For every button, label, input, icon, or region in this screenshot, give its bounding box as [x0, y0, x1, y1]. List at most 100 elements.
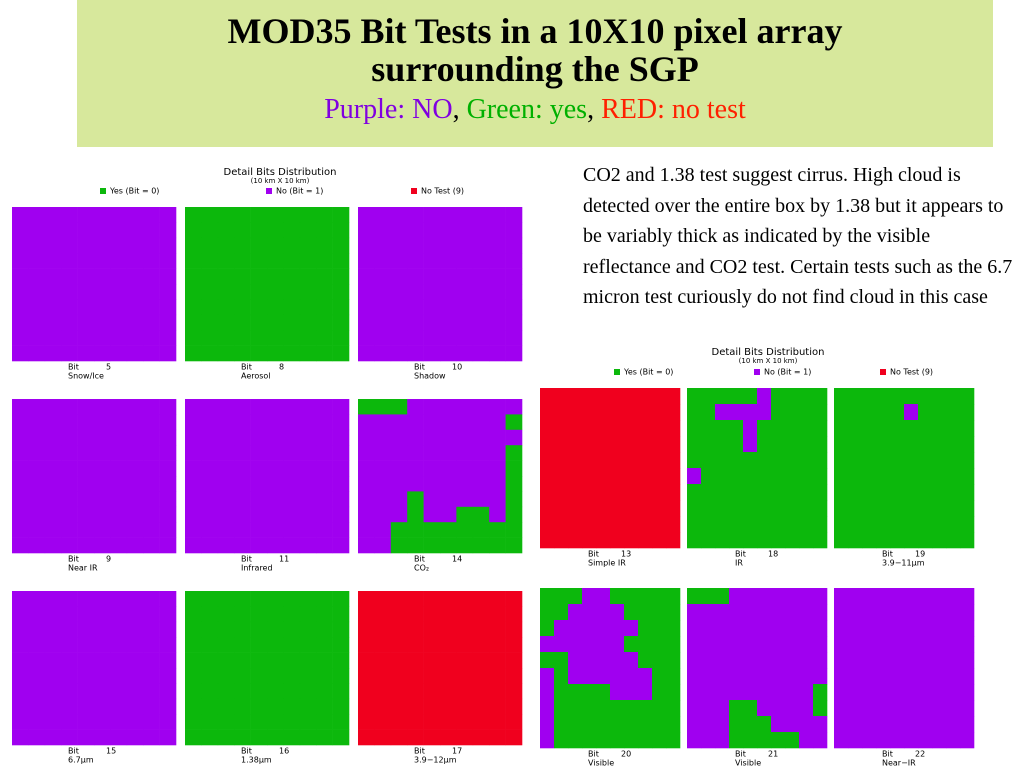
pixel-cell [729, 532, 744, 549]
bit-number: 11 [279, 555, 289, 564]
pixel-cell [358, 429, 375, 446]
pixel-cell [110, 698, 128, 715]
pixel-cell [423, 268, 441, 285]
pixel-cell [624, 484, 639, 501]
pixel-cell [743, 636, 758, 653]
pixel-cell [743, 668, 758, 685]
pixel-cell [234, 491, 251, 508]
pixel-cell [358, 652, 375, 669]
pixel-cell [126, 445, 144, 461]
pixel-cell [283, 460, 301, 477]
pixel-cell [358, 506, 375, 523]
pixel-cell [110, 714, 128, 730]
pixel-cell [799, 652, 814, 669]
pixel-cell [876, 588, 891, 605]
pixel-cell [267, 345, 284, 362]
pixel-cell [743, 604, 758, 621]
pixel-cell [332, 537, 350, 554]
pixel-cell [407, 314, 424, 331]
pixel-cell [729, 452, 744, 469]
pixel-cell [159, 314, 177, 331]
pixel-cell [505, 414, 523, 431]
pixel-cell [316, 207, 333, 223]
pixel-cell [946, 700, 961, 717]
pixel-cell [715, 684, 730, 701]
pixel-cell [201, 330, 219, 346]
pixel-cell [554, 436, 569, 453]
pixel-cell [876, 468, 891, 485]
pixel-cell [505, 345, 523, 362]
pixel-cell [390, 698, 408, 715]
pixel-cell [159, 606, 177, 623]
pixel-cell [77, 284, 95, 300]
pixel-cell [234, 237, 251, 254]
pixel-cell [407, 253, 424, 269]
pixel-cell [61, 506, 78, 523]
pixel-cell [332, 698, 350, 715]
pixel-cell [143, 506, 160, 523]
pixel-cell [267, 491, 284, 508]
pixel-cell [185, 237, 202, 254]
pixel-cell [28, 268, 46, 285]
pixel-cell [890, 732, 905, 749]
pixel-cell [946, 404, 961, 421]
pixel-cell [946, 732, 961, 749]
pixel-cell [582, 500, 597, 517]
pixel-cell [143, 268, 160, 285]
pixel-cell [624, 436, 639, 453]
pixel-cell [666, 532, 681, 549]
pixel-cell [390, 522, 408, 538]
pixel-cell [540, 684, 555, 701]
pixel-cell [743, 588, 758, 605]
pixel-cell [687, 388, 702, 405]
pixel-cell [960, 636, 975, 653]
pixel-cell [423, 284, 441, 300]
pixel-cell [472, 729, 490, 746]
bit-label: Bit [241, 555, 252, 564]
pixel-cell [407, 330, 424, 346]
legend-swatch [880, 369, 886, 375]
pixel-cell [126, 652, 144, 669]
pixel-cell [904, 732, 919, 749]
pixel-cell [28, 445, 46, 461]
pixel-cell [582, 588, 597, 605]
pixel-cell [610, 716, 625, 733]
pixel-cell [185, 268, 202, 285]
pixel-cell [423, 429, 441, 446]
pixel-cell [143, 729, 160, 746]
pixel-cell [715, 516, 730, 533]
pixel-cell [505, 621, 523, 638]
pixel-cell [61, 652, 78, 669]
bit-name: 1.38μm [241, 756, 272, 765]
pixel-cell [332, 652, 350, 669]
pixel-cell [234, 414, 251, 431]
pixel-cell [143, 460, 160, 477]
pixel-cell [185, 414, 202, 431]
pixel-cell [28, 237, 46, 254]
pixel-cell [126, 476, 144, 492]
pixel-cell [624, 700, 639, 717]
bit-number: 21 [768, 750, 778, 759]
pixel-cell [568, 436, 583, 453]
pixel-cell [785, 716, 800, 733]
pixel-cell [456, 476, 474, 492]
pixel-cell [44, 729, 62, 746]
pixel-cell [932, 388, 947, 405]
pixel-cell [110, 522, 128, 538]
pixel-cell [568, 532, 583, 549]
pixel-cell [862, 668, 877, 685]
pixel-cell [834, 484, 849, 501]
pixel-cell [743, 516, 758, 533]
bit-name: 6.7μm [68, 756, 94, 765]
pixel-cell [299, 299, 317, 316]
pixel-cell [423, 652, 441, 669]
pixel-cell [582, 732, 597, 749]
bit-label: Bit [882, 750, 893, 759]
pixel-cell [489, 345, 506, 362]
pixel-cell [904, 532, 919, 549]
pixel-cell [489, 429, 506, 446]
pixel-cell [472, 714, 490, 730]
pixel-cell [185, 729, 202, 746]
pixel-cell [110, 637, 128, 653]
pixel-cell [374, 491, 392, 508]
